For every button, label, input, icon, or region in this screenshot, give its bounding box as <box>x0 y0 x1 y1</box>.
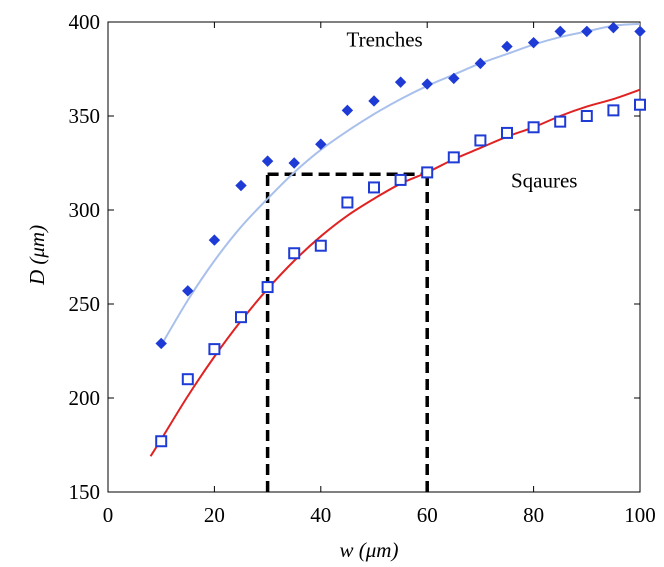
y-tick-label: 250 <box>69 292 101 316</box>
data-point-squares <box>288 247 301 260</box>
reference-lines <box>265 172 429 492</box>
data-point-squares <box>181 373 194 386</box>
x-tick-label: 80 <box>523 503 544 527</box>
data-point-trenches <box>394 76 407 88</box>
data-point-trenches <box>341 104 354 117</box>
data-point-trenches <box>261 155 274 167</box>
x-tick-label: 60 <box>417 503 438 527</box>
data-point-squares <box>208 343 221 356</box>
data-point-squares <box>261 281 274 294</box>
annotation-sqaures: Sqaures <box>511 168 578 192</box>
data-point-trenches <box>554 25 566 38</box>
data-points <box>155 21 646 448</box>
plot-border <box>107 21 641 493</box>
data-point-squares <box>634 98 646 111</box>
tick-labels: 0 20 40 60 80 100 150 200 250 300 350 400 <box>69 10 656 527</box>
data-point-squares <box>394 173 407 186</box>
data-point-trenches <box>607 21 620 34</box>
data-point-squares <box>580 110 593 122</box>
fit-curves <box>149 22 641 457</box>
y-tick-label: 150 <box>69 480 101 504</box>
data-point-trenches <box>182 285 194 297</box>
data-point-squares <box>421 166 434 179</box>
data-point-trenches <box>315 138 327 150</box>
data-point-squares <box>501 126 513 139</box>
x-tick-label: 100 <box>624 503 656 527</box>
data-point-trenches <box>421 78 433 90</box>
data-point-trenches <box>448 72 460 85</box>
data-point-trenches <box>581 25 593 38</box>
data-point-trenches <box>368 95 380 107</box>
plot-frame <box>107 21 641 493</box>
fit-curve-sqaures <box>149 88 641 457</box>
y-tick-label: 350 <box>69 104 101 128</box>
x-axis-label: w (μm) <box>340 538 399 562</box>
data-point-squares <box>447 151 460 164</box>
data-point-trenches <box>235 179 247 192</box>
data-point-squares <box>527 121 540 134</box>
data-point-squares <box>554 115 567 128</box>
y-axis-label: D (μm) <box>25 225 49 286</box>
data-point-trenches <box>288 157 300 169</box>
data-point-trenches <box>634 25 646 38</box>
y-tick-label: 300 <box>69 198 101 222</box>
y-tick-label: 200 <box>69 386 101 410</box>
y-tick-label: 400 <box>69 10 101 34</box>
data-point-squares <box>235 311 247 324</box>
x-tick-label: 20 <box>204 503 225 527</box>
data-point-squares <box>474 134 487 147</box>
data-point-trenches <box>474 57 487 70</box>
data-point-squares <box>368 181 380 194</box>
x-tick-label: 40 <box>310 503 331 527</box>
annotation-trenches: Trenches <box>347 27 423 51</box>
data-point-squares <box>341 196 354 209</box>
data-point-trenches <box>501 40 513 53</box>
x-tick-label: 0 <box>103 503 114 527</box>
data-point-trenches <box>208 234 221 246</box>
data-point-squares <box>155 435 168 448</box>
data-point-trenches <box>527 36 540 49</box>
annotations: Trenches Sqaures <box>347 27 578 192</box>
data-point-squares <box>607 104 620 117</box>
data-point-squares <box>314 239 327 252</box>
data-point-trenches <box>155 337 167 350</box>
